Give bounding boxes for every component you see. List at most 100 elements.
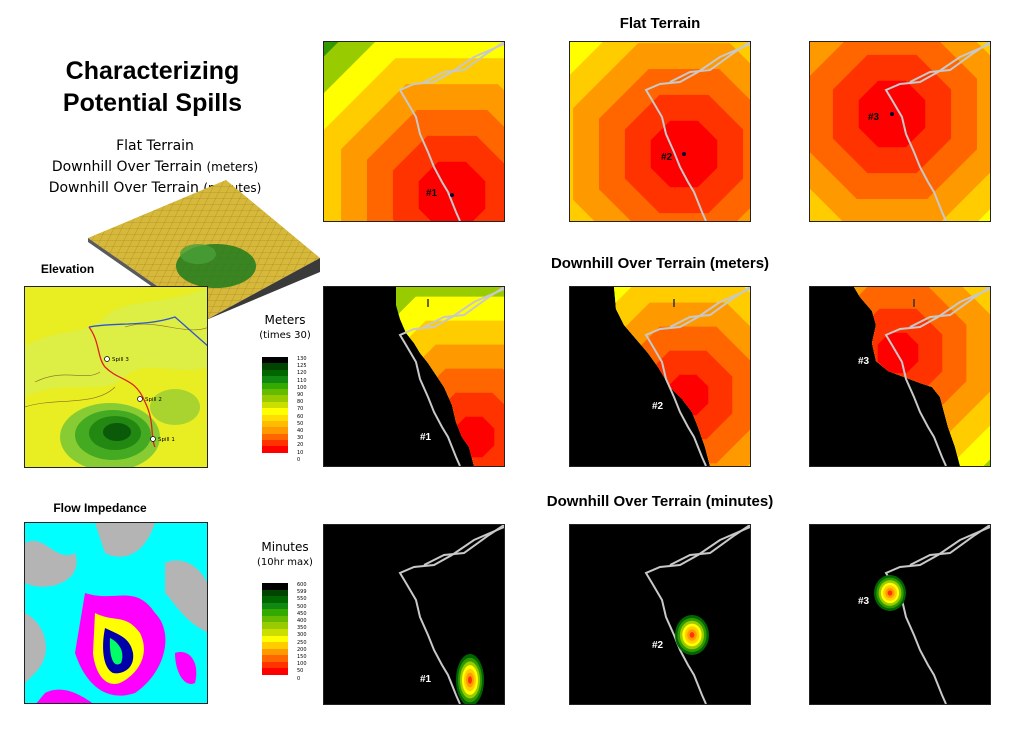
minutes-map-3: #3 [809, 524, 991, 705]
legend-tick: 100 [297, 661, 307, 668]
road [909, 525, 990, 566]
spill-point [450, 193, 454, 197]
minutes-map-1: #1 [323, 524, 505, 705]
legend-minutes-bar [262, 583, 288, 675]
road [398, 43, 504, 221]
road [909, 42, 990, 83]
legend-tick: 0 [297, 675, 301, 682]
terrain-side [206, 258, 320, 320]
elevation-label: Elevation [40, 262, 95, 276]
flat-map-2: #2 [569, 41, 751, 222]
legend-swatch [262, 661, 288, 669]
minutes-map-2: #2 [569, 524, 751, 705]
legend-swatch [262, 382, 288, 389]
spill-point [890, 112, 894, 116]
meters-map-2: #2 [569, 286, 751, 467]
subtitle-block: Flat Terrain Downhill Over Terrain (mete… [20, 136, 290, 199]
legend-meters-title: Meters (times 30) [255, 313, 315, 343]
legend-swatch [262, 427, 288, 434]
road [909, 287, 990, 328]
legend-swatch [262, 408, 288, 415]
legend-minutes-ticks: 600 599 550 500 450 400 350 300 250 200 150 100 50 0 [297, 582, 307, 683]
subtitle-flat: Flat Terrain [116, 138, 194, 154]
legend-tick: 600 [297, 582, 307, 588]
flat-map-3: #3 [809, 41, 991, 222]
legend-tick: 20 [297, 442, 304, 449]
legend-swatch [262, 596, 288, 603]
legend-swatch [262, 363, 288, 370]
legend-tick: 300 [297, 632, 307, 639]
legend-swatch [262, 609, 288, 616]
road [423, 42, 504, 83]
legend-meters-subtitle: (times 30) [259, 330, 311, 341]
legend-swatch [262, 401, 288, 409]
road [644, 526, 750, 704]
legend-tick: 40 [297, 428, 304, 435]
time-band [689, 632, 695, 638]
spill-2-label: Spill 2 [145, 397, 162, 403]
road [644, 288, 750, 466]
legend-swatch [262, 440, 288, 447]
legend-swatch [262, 388, 288, 396]
legend-swatch [262, 615, 288, 623]
subtitle-minutes-text: Downhill Over Terrain [48, 180, 199, 196]
legend-swatch [262, 622, 288, 629]
legend-tick: 80 [297, 399, 304, 406]
title-line-2: Potential Spills [62, 89, 243, 117]
road [644, 43, 750, 221]
legend-swatch [262, 589, 288, 597]
legend-swatch [262, 648, 288, 656]
legend-tick: 250 [297, 639, 307, 646]
road [669, 42, 750, 83]
distance-band [418, 161, 486, 221]
legend-meters-title-text: Meters [264, 313, 306, 327]
legend-tick: 50 [297, 668, 304, 675]
legend-tick: 450 [297, 610, 307, 617]
legend-swatch [262, 414, 288, 421]
legend-tick: 50 [297, 420, 304, 427]
legend-tick: 110 [297, 377, 307, 384]
legend-swatch [262, 628, 288, 636]
legend-meters-ticks: 130 125 120 110 100 90 80 70 60 50 40 30 20 10 0 [297, 356, 307, 464]
legend-swatch [262, 642, 288, 649]
spill-label: #2 [652, 640, 664, 651]
road [423, 287, 504, 328]
legend-tick: 120 [297, 370, 307, 377]
road [884, 43, 990, 221]
road [398, 526, 504, 704]
legend-swatch [262, 446, 288, 453]
spill-label: #2 [652, 401, 664, 412]
spill-label: #2 [661, 152, 673, 163]
legend-tick: 10 [297, 449, 304, 456]
road [669, 525, 750, 566]
subtitle-meters-unit: (meters) [206, 160, 259, 174]
legend-tick: 500 [297, 603, 307, 610]
legend-tick: 550 [297, 596, 307, 603]
spill-path [88, 326, 156, 448]
section-title-flat: Flat Terrain [619, 15, 701, 32]
terrain-3d-view [88, 180, 320, 320]
legend-tick: 200 [297, 646, 307, 653]
flow-impedance-label: Flow Impedance [53, 501, 147, 515]
legend-swatch [262, 395, 288, 402]
legend-tick: 400 [297, 618, 307, 625]
legend-tick: 90 [297, 392, 304, 399]
legend-tick: 350 [297, 625, 307, 632]
section-title-minutes: Downhill Over Terrain (minutes) [546, 493, 774, 510]
legend-tick: 30 [297, 435, 304, 442]
flat-map-1: #1 [323, 41, 505, 222]
legend-swatch [262, 583, 288, 590]
legend-tick: 0 [297, 456, 301, 463]
time-band [887, 590, 893, 596]
legend-swatch [262, 357, 288, 364]
legend-tick: 100 [297, 384, 307, 391]
section-title-meters: Downhill Over Terrain (meters) [550, 255, 770, 272]
legend-swatch [262, 635, 288, 643]
river [88, 316, 207, 347]
spill-label: #1 [420, 674, 432, 685]
spill-label: #1 [420, 432, 432, 443]
road [423, 525, 504, 566]
spill-label: #3 [858, 596, 870, 607]
legend-minutes-subtitle: (10hr max) [257, 557, 313, 568]
legend-swatch [262, 602, 288, 610]
